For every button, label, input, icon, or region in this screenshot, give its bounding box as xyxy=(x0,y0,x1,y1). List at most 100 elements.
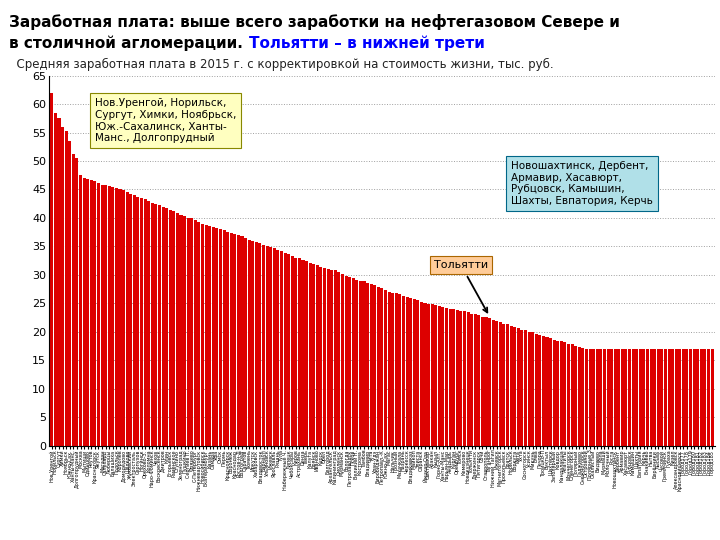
Bar xyxy=(510,326,513,445)
Bar xyxy=(244,238,247,446)
Bar xyxy=(90,180,93,446)
Bar xyxy=(488,318,491,446)
Bar xyxy=(657,349,660,446)
Bar xyxy=(539,335,541,446)
Text: Заработная плата: выше всего заработки на нефтегазовом Севере и: Заработная плата: выше всего заработки н… xyxy=(9,14,620,30)
Bar xyxy=(359,281,362,446)
Bar xyxy=(642,349,645,446)
Bar xyxy=(481,316,484,446)
Bar xyxy=(613,349,617,446)
Bar xyxy=(362,281,366,446)
Bar xyxy=(575,346,577,446)
Bar xyxy=(610,349,613,446)
Bar xyxy=(50,93,53,446)
Bar xyxy=(215,228,218,446)
Bar xyxy=(348,277,351,445)
Bar xyxy=(190,218,193,446)
Bar xyxy=(441,307,444,446)
Bar xyxy=(258,243,261,446)
Bar xyxy=(416,300,419,446)
Bar xyxy=(58,118,60,446)
Bar xyxy=(287,254,290,446)
Bar xyxy=(517,328,520,446)
Bar xyxy=(316,265,319,446)
Bar xyxy=(284,253,287,446)
Bar xyxy=(606,349,610,446)
Bar xyxy=(528,332,531,446)
Bar xyxy=(147,200,150,446)
Bar xyxy=(581,348,585,445)
Bar xyxy=(140,198,143,446)
Bar xyxy=(603,349,606,446)
Bar xyxy=(423,303,426,446)
Bar xyxy=(122,191,125,446)
Bar xyxy=(305,261,308,446)
Bar xyxy=(660,349,663,446)
Bar xyxy=(495,321,498,446)
Bar xyxy=(366,283,369,446)
Bar xyxy=(503,323,505,446)
Bar xyxy=(693,349,696,446)
Bar xyxy=(546,336,549,446)
Bar xyxy=(86,179,89,446)
Bar xyxy=(132,195,136,446)
Bar xyxy=(168,210,172,446)
Bar xyxy=(94,181,96,446)
Bar xyxy=(384,290,387,446)
Bar xyxy=(664,349,667,446)
Bar xyxy=(194,220,197,446)
Bar xyxy=(161,207,165,446)
Bar xyxy=(112,187,114,445)
Bar xyxy=(585,349,588,446)
Bar xyxy=(405,297,409,445)
Bar xyxy=(230,233,233,446)
Bar xyxy=(108,186,111,446)
Bar xyxy=(323,268,326,445)
Bar xyxy=(513,327,516,446)
Bar xyxy=(115,188,118,445)
Bar xyxy=(104,185,107,446)
Bar xyxy=(409,298,412,446)
Bar xyxy=(549,338,552,446)
Bar xyxy=(309,262,312,446)
Bar xyxy=(219,230,222,446)
Bar xyxy=(345,275,348,445)
Bar xyxy=(158,205,161,446)
Bar xyxy=(233,234,236,446)
Text: Нов.Уренгой, Норильск,
Сургут, Химки, Ноябрьск,
Юж.-Сахалинск, Ханты-
Манс., Дол: Нов.Уренгой, Норильск, Сургут, Химки, Но… xyxy=(95,98,236,143)
Bar xyxy=(617,349,621,446)
Bar xyxy=(204,226,207,446)
Bar xyxy=(485,318,487,446)
Bar xyxy=(302,260,305,446)
Bar xyxy=(330,270,333,446)
Bar xyxy=(294,258,297,446)
Bar xyxy=(341,274,344,446)
Bar xyxy=(119,189,122,446)
Bar xyxy=(521,329,523,445)
Bar xyxy=(577,347,581,446)
Bar xyxy=(176,213,179,446)
Bar xyxy=(65,131,68,446)
Bar xyxy=(273,248,276,446)
Bar xyxy=(369,284,373,446)
Bar xyxy=(101,185,104,445)
Bar xyxy=(459,310,462,446)
Bar xyxy=(266,246,269,446)
Bar xyxy=(201,224,204,446)
Bar xyxy=(567,344,570,446)
Bar xyxy=(355,280,359,446)
Bar xyxy=(700,349,703,446)
Bar xyxy=(398,294,402,446)
Bar xyxy=(255,242,258,446)
Bar xyxy=(703,349,706,446)
Text: в столичной агломерации.: в столичной агломерации. xyxy=(9,35,248,51)
Bar xyxy=(179,215,183,446)
Bar xyxy=(431,305,433,445)
Bar xyxy=(377,287,380,446)
Text: Новошахтинск, Дербент,
Армавир, Хасавюрт,
Рубцовск, Камышин,
Шахты, Евпатория, К: Новошахтинск, Дербент, Армавир, Хасавюрт… xyxy=(511,161,653,206)
Bar xyxy=(506,325,509,445)
Bar xyxy=(280,251,283,446)
Bar xyxy=(240,237,243,446)
Bar xyxy=(631,349,634,446)
Bar xyxy=(557,341,559,446)
